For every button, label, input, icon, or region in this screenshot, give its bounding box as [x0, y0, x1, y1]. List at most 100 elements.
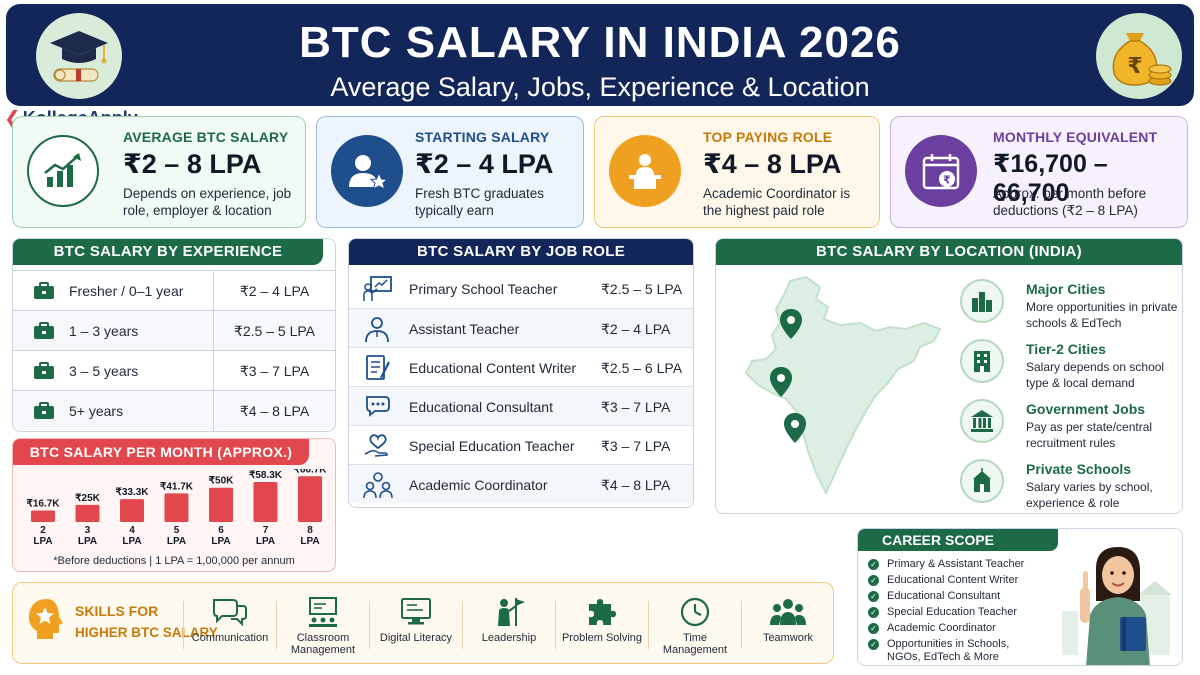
chart-category-label: 5 LPA — [167, 525, 186, 547]
skill-item: Digital Literacy — [371, 595, 461, 644]
experience-row: 5+ years ₹4 – 8 LPA — [13, 390, 335, 431]
job-role-value: ₹2 – 4 LPA — [601, 321, 671, 337]
job-role-value: ₹3 – 7 LPA — [601, 438, 671, 454]
career-item-label: Educational Consultant — [887, 590, 1001, 602]
career-item-label: NGOs, EdTech & More — [887, 651, 999, 663]
experience-value: ₹2 – 4 LPA — [213, 271, 335, 311]
team-icon — [743, 595, 833, 629]
chart-bar — [298, 476, 322, 522]
job-role-label: Educational Consultant — [409, 399, 553, 415]
experience-row: 1 – 3 years ₹2.5 – 5 LPA — [13, 310, 335, 351]
page-title: BTC SALARY IN INDIA 2026 — [299, 18, 901, 67]
location-desc: Pay as per state/central recruitment rul… — [1026, 420, 1153, 450]
chart-bar — [120, 499, 144, 522]
header-banner: BTC SALARY IN INDIA 2026 Average Salary,… — [6, 4, 1194, 106]
chart-category-label: 6 LPA — [211, 525, 230, 547]
puzzle-icon — [557, 595, 647, 629]
briefcase-icon — [33, 322, 55, 345]
skills-heading: SKILLS FOR HIGHER BTC SALARY — [75, 601, 218, 643]
location-title: Major Cities — [1026, 281, 1106, 297]
india-map — [744, 275, 942, 496]
skill-divider — [648, 601, 649, 649]
check-icon: ✓ — [868, 606, 879, 618]
stat-desc: Fresh BTC graduates typically earn — [415, 186, 545, 218]
check-icon: ✓ — [868, 558, 879, 570]
chart-bar — [209, 487, 233, 522]
career-item-label: Opportunities in Schools, — [887, 638, 1010, 650]
teacher-person-icon — [363, 315, 393, 343]
skill-label: Problem Solving — [561, 632, 643, 644]
skill-item: Teamwork — [743, 595, 833, 644]
map-pin-icon — [780, 309, 802, 344]
chart-bar — [253, 482, 278, 522]
skills-heading-line1: SKILLS FOR — [75, 603, 159, 619]
career-item: ✓ Educational Consultant — [868, 590, 1000, 602]
consultation-chat-icon — [363, 393, 393, 421]
skills-heading-line2: HIGHER BTC SALARY — [75, 625, 218, 640]
job-role-panel: BTC SALARY BY JOB ROLE Primary School Te… — [348, 238, 694, 508]
skill-divider — [741, 601, 742, 649]
skill-item: Classroom Management — [278, 595, 368, 656]
stat-value: ₹2 – 4 LPA — [415, 149, 554, 179]
chart-data-label: ₹58.3K — [249, 470, 283, 481]
skill-badge-icon — [27, 597, 67, 646]
team-coordinator-icon — [363, 471, 393, 499]
user-star-icon — [331, 135, 403, 207]
chart-note: *Before deductions | 1 LPA = 1,00,000 pe… — [53, 555, 295, 567]
career-item: ✓ Educational Content Writer — [868, 574, 1018, 586]
government-building-icon — [960, 399, 1004, 443]
check-icon: ✓ — [868, 590, 879, 602]
skill-divider — [276, 601, 277, 649]
job-role-label: Assistant Teacher — [409, 321, 520, 337]
chart-category-label: 2 LPA — [33, 525, 52, 547]
office-building-icon — [960, 339, 1004, 383]
computer-screen-icon — [371, 595, 461, 629]
clock-icon — [650, 595, 740, 629]
job-role-row: Primary School Teacher ₹2.5 – 5 LPA — [349, 269, 693, 308]
experience-label: 5+ years — [69, 403, 124, 419]
skill-label: Classroom Management — [290, 632, 356, 656]
location-desc: Salary depends on school type & local de… — [1026, 360, 1165, 390]
experience-label: 3 – 5 years — [69, 363, 139, 379]
skill-item: Communication — [185, 595, 275, 644]
svg-text:₹: ₹ — [1127, 54, 1142, 79]
chart-category-label: 7 LPA — [256, 525, 275, 547]
chart-data-label: ₹66.7K — [293, 469, 327, 475]
stat-desc: Approx. per month before deductions (₹2 … — [993, 186, 1147, 218]
skill-label: Time Management — [662, 632, 728, 656]
speech-bubbles-icon — [185, 595, 275, 629]
experience-value: ₹3 – 7 LPA — [213, 351, 335, 391]
job-role-row: Academic Coordinator ₹4 – 8 LPA — [349, 464, 693, 503]
classroom-icon — [278, 595, 368, 629]
job-role-row: Educational Consultant ₹3 – 7 LPA — [349, 386, 693, 425]
location-title: Tier-2 Cities — [1026, 341, 1106, 357]
career-item-label: Academic Coordinator — [887, 622, 996, 634]
chart-data-label: ₹50K — [209, 476, 234, 487]
city-buildings-icon — [960, 279, 1004, 323]
stat-label: AVERAGE BTC SALARY — [123, 129, 289, 145]
experience-label: Fresher / 0–1 year — [69, 283, 184, 299]
skill-label: Communication — [191, 632, 269, 644]
map-pin-icon — [770, 367, 792, 402]
experience-label: 1 – 3 years — [69, 323, 139, 339]
growth-chart-icon — [27, 135, 99, 207]
job-role-value: ₹3 – 7 LPA — [601, 399, 671, 415]
stat-value: ₹4 – 8 LPA — [703, 149, 842, 179]
job-role-label: Primary School Teacher — [409, 281, 558, 297]
chart-bar — [31, 510, 55, 522]
page-subtitle: Average Salary, Jobs, Experience & Locat… — [330, 72, 870, 102]
chart-data-label: ₹33.3K — [115, 487, 149, 498]
check-icon: ✓ — [868, 638, 879, 650]
job-role-value: ₹2.5 – 5 LPA — [601, 281, 683, 297]
skill-divider — [555, 601, 556, 649]
skills-panel: SKILLS FOR HIGHER BTC SALARY Communicati… — [12, 582, 834, 664]
check-icon: ✓ — [868, 574, 879, 586]
experience-value: ₹2.5 – 5 LPA — [213, 311, 335, 351]
career-item-label: Special Education Teacher — [887, 606, 1018, 618]
location-title: BTC SALARY BY LOCATION (INDIA) — [716, 239, 1182, 265]
job-role-label: Special Education Teacher — [409, 438, 575, 454]
svg-text:₹: ₹ — [943, 174, 951, 187]
briefcase-icon — [33, 282, 55, 305]
career-item: ✓ Special Education Teacher — [868, 606, 1017, 618]
experience-value: ₹4 – 8 LPA — [213, 391, 335, 431]
